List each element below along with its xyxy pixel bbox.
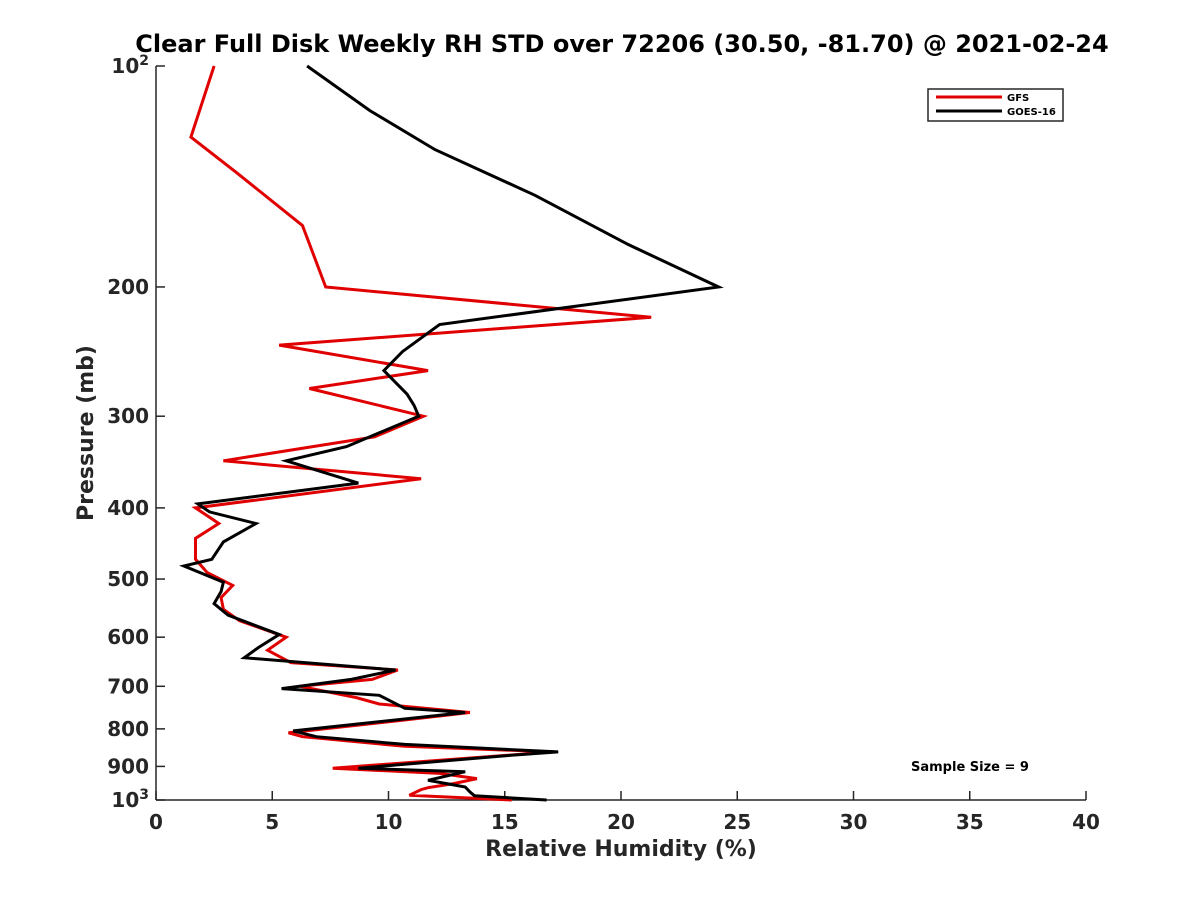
x-tick-label: 0 bbox=[149, 810, 163, 834]
y-tick-label: 900 bbox=[107, 754, 149, 778]
x-tick-label: 35 bbox=[956, 810, 984, 834]
x-tick-label: 10 bbox=[375, 810, 403, 834]
x-tick-label: 40 bbox=[1072, 810, 1100, 834]
y-tick-label: 700 bbox=[107, 674, 149, 698]
series-line-gfs bbox=[189, 65, 652, 802]
y-tick-label: 200 bbox=[107, 275, 149, 299]
y-tick-label: 400 bbox=[107, 496, 149, 520]
y-tick-label: 800 bbox=[107, 717, 149, 741]
x-tick-label: 20 bbox=[607, 810, 635, 834]
y-tick-label: 103 bbox=[111, 787, 149, 812]
x-axis-label: Relative Humidity (%) bbox=[485, 837, 757, 862]
legend-label: GFS bbox=[1007, 93, 1029, 104]
series-line-goes-16 bbox=[179, 64, 724, 802]
y-tick-label: 300 bbox=[107, 404, 149, 428]
y-tick-label: 600 bbox=[107, 625, 149, 649]
y-axis-label: Pressure (mb) bbox=[74, 345, 99, 521]
x-tick-label: 15 bbox=[491, 810, 519, 834]
legend-box bbox=[927, 88, 1064, 122]
chart-title: Clear Full Disk Weekly RH STD over 72206… bbox=[135, 30, 1109, 58]
y-tick-label: 500 bbox=[107, 567, 149, 591]
legend-label: GOES-16 bbox=[1007, 107, 1056, 118]
y-tick-label: 102 bbox=[111, 53, 149, 78]
sample-size-annotation: Sample Size = 9 bbox=[911, 760, 1029, 775]
x-tick-label: 30 bbox=[840, 810, 868, 834]
x-tick-label: 25 bbox=[723, 810, 751, 834]
x-tick-label: 5 bbox=[265, 810, 279, 834]
legend: GFS GOES-16 bbox=[927, 88, 1064, 122]
